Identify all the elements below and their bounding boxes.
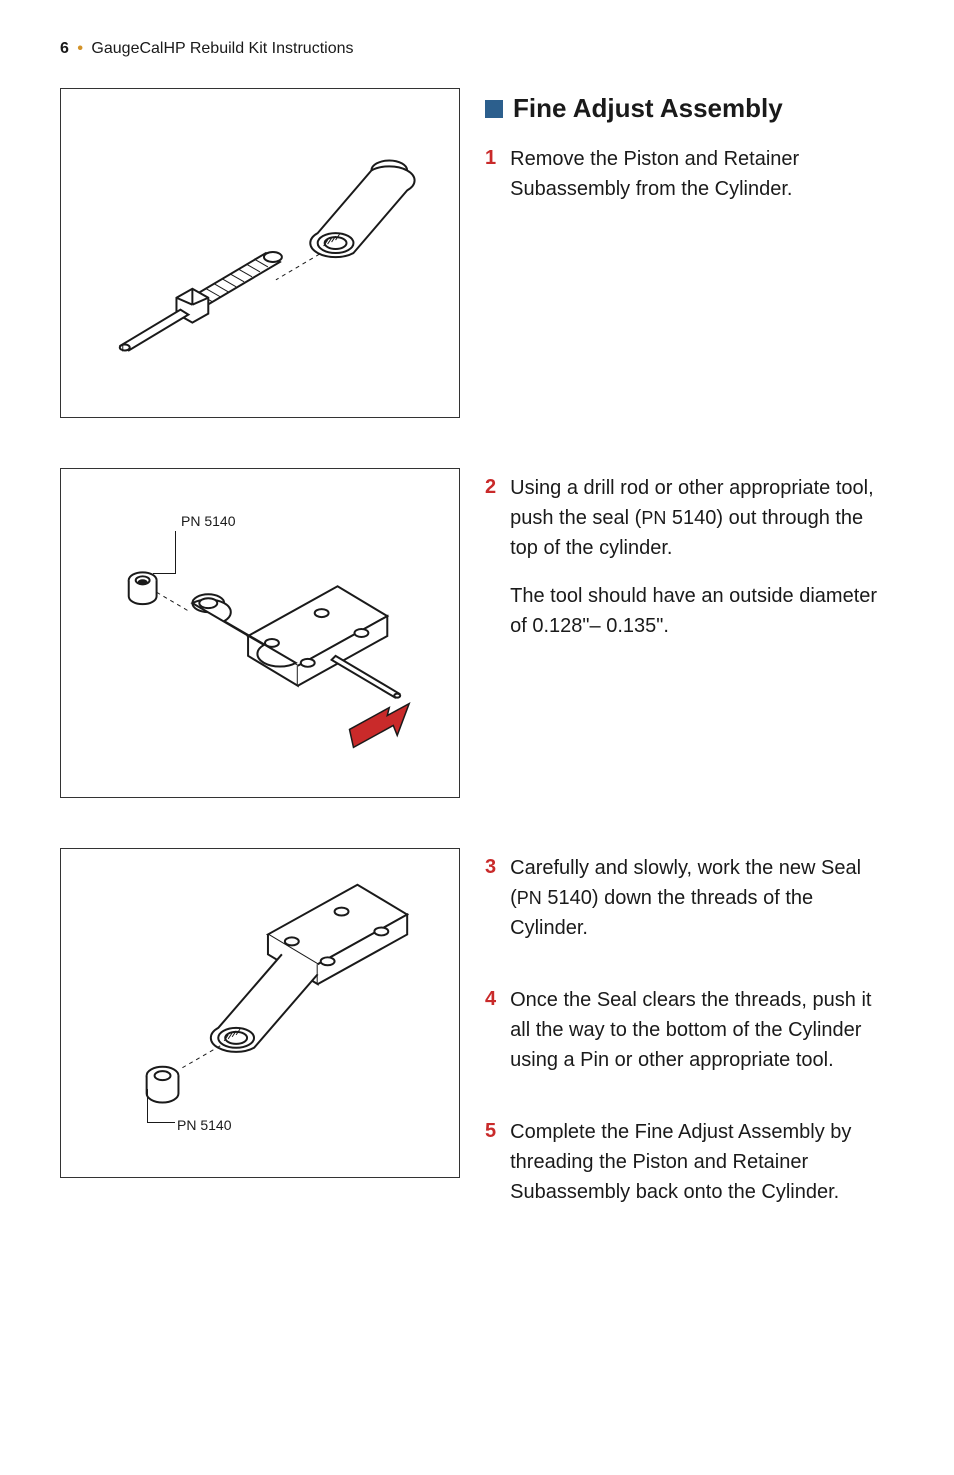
figure-step-3: PN 5140: [60, 848, 460, 1178]
step-5-p1: Complete the Fine Adjust Assembly by thr…: [510, 1117, 894, 1207]
step-number-1: 1: [485, 144, 496, 222]
diagram-seal-install: [81, 868, 439, 1158]
heading-square-icon: [485, 100, 503, 118]
figure-3-label-line-h: [147, 1122, 175, 1123]
step-2-p1: Using a drill rod or other appropriate t…: [510, 473, 894, 563]
page-number: 6: [60, 40, 69, 57]
section-row-3: PN 5140: [60, 848, 894, 1249]
step-3: 3 Carefully and slowly, work the new Sea…: [485, 853, 894, 961]
step-1: 1 Remove the Piston and Retainer Subasse…: [485, 144, 894, 222]
step-text-3: Carefully and slowly, work the new Seal …: [510, 853, 894, 961]
step-text-4: Once the Seal clears the threads, push i…: [510, 985, 894, 1093]
step-number-4: 4: [485, 985, 496, 1093]
step-2: 2 Using a drill rod or other appropriate…: [485, 473, 894, 659]
text-column-2: 2 Using a drill rod or other appropriate…: [485, 468, 894, 798]
header-bullet: •: [77, 40, 83, 57]
figure-2-label-line-v: [175, 531, 176, 573]
manual-title: GaugeCalHP Rebuild Kit Instructions: [91, 40, 353, 57]
text-column-1: Fine Adjust Assembly 1 Remove the Piston…: [485, 88, 894, 418]
step-text-1: Remove the Piston and Retainer Subassemb…: [510, 144, 894, 222]
pn-number-2: 5140: [666, 507, 716, 529]
pn-number-3: 5140: [542, 887, 592, 909]
figure-step-2: PN 5140: [60, 468, 460, 798]
section-row-2: PN 5140: [60, 468, 894, 798]
figure-3-label: PN 5140: [177, 1117, 231, 1133]
step-4: 4 Once the Seal clears the threads, push…: [485, 985, 894, 1093]
step-text-5: Complete the Fine Adjust Assembly by thr…: [510, 1117, 894, 1225]
pn-label-2: PN: [641, 508, 666, 528]
pn-label-3: PN: [517, 888, 542, 908]
step-number-3: 3: [485, 853, 496, 961]
section-heading: Fine Adjust Assembly: [485, 93, 894, 124]
step-text-2: Using a drill rod or other appropriate t…: [510, 473, 894, 659]
step-4-p1: Once the Seal clears the threads, push i…: [510, 985, 894, 1075]
figure-2-label-line-h: [153, 573, 176, 574]
step-5: 5 Complete the Fine Adjust Assembly by t…: [485, 1117, 894, 1225]
step-1-p1: Remove the Piston and Retainer Subassemb…: [510, 144, 894, 204]
diagram-piston-removal: [81, 108, 439, 398]
text-column-3: 3 Carefully and slowly, work the new Sea…: [485, 848, 894, 1249]
figure-3-label-line-v: [147, 1089, 148, 1123]
step-number-2: 2: [485, 473, 496, 659]
diagram-seal-removal: [81, 488, 439, 778]
step-3-p1: Carefully and slowly, work the new Seal …: [510, 853, 894, 943]
heading-text: Fine Adjust Assembly: [513, 93, 783, 124]
section-row-1: Fine Adjust Assembly 1 Remove the Piston…: [60, 88, 894, 418]
arrow-icon: [350, 704, 410, 748]
step-2-p2: The tool should have an outside diameter…: [510, 581, 894, 641]
step-number-5: 5: [485, 1117, 496, 1225]
figure-step-1: [60, 88, 460, 418]
figure-2-label: PN 5140: [181, 513, 235, 529]
page-header: 6 • GaugeCalHP Rebuild Kit Instructions: [60, 40, 894, 58]
